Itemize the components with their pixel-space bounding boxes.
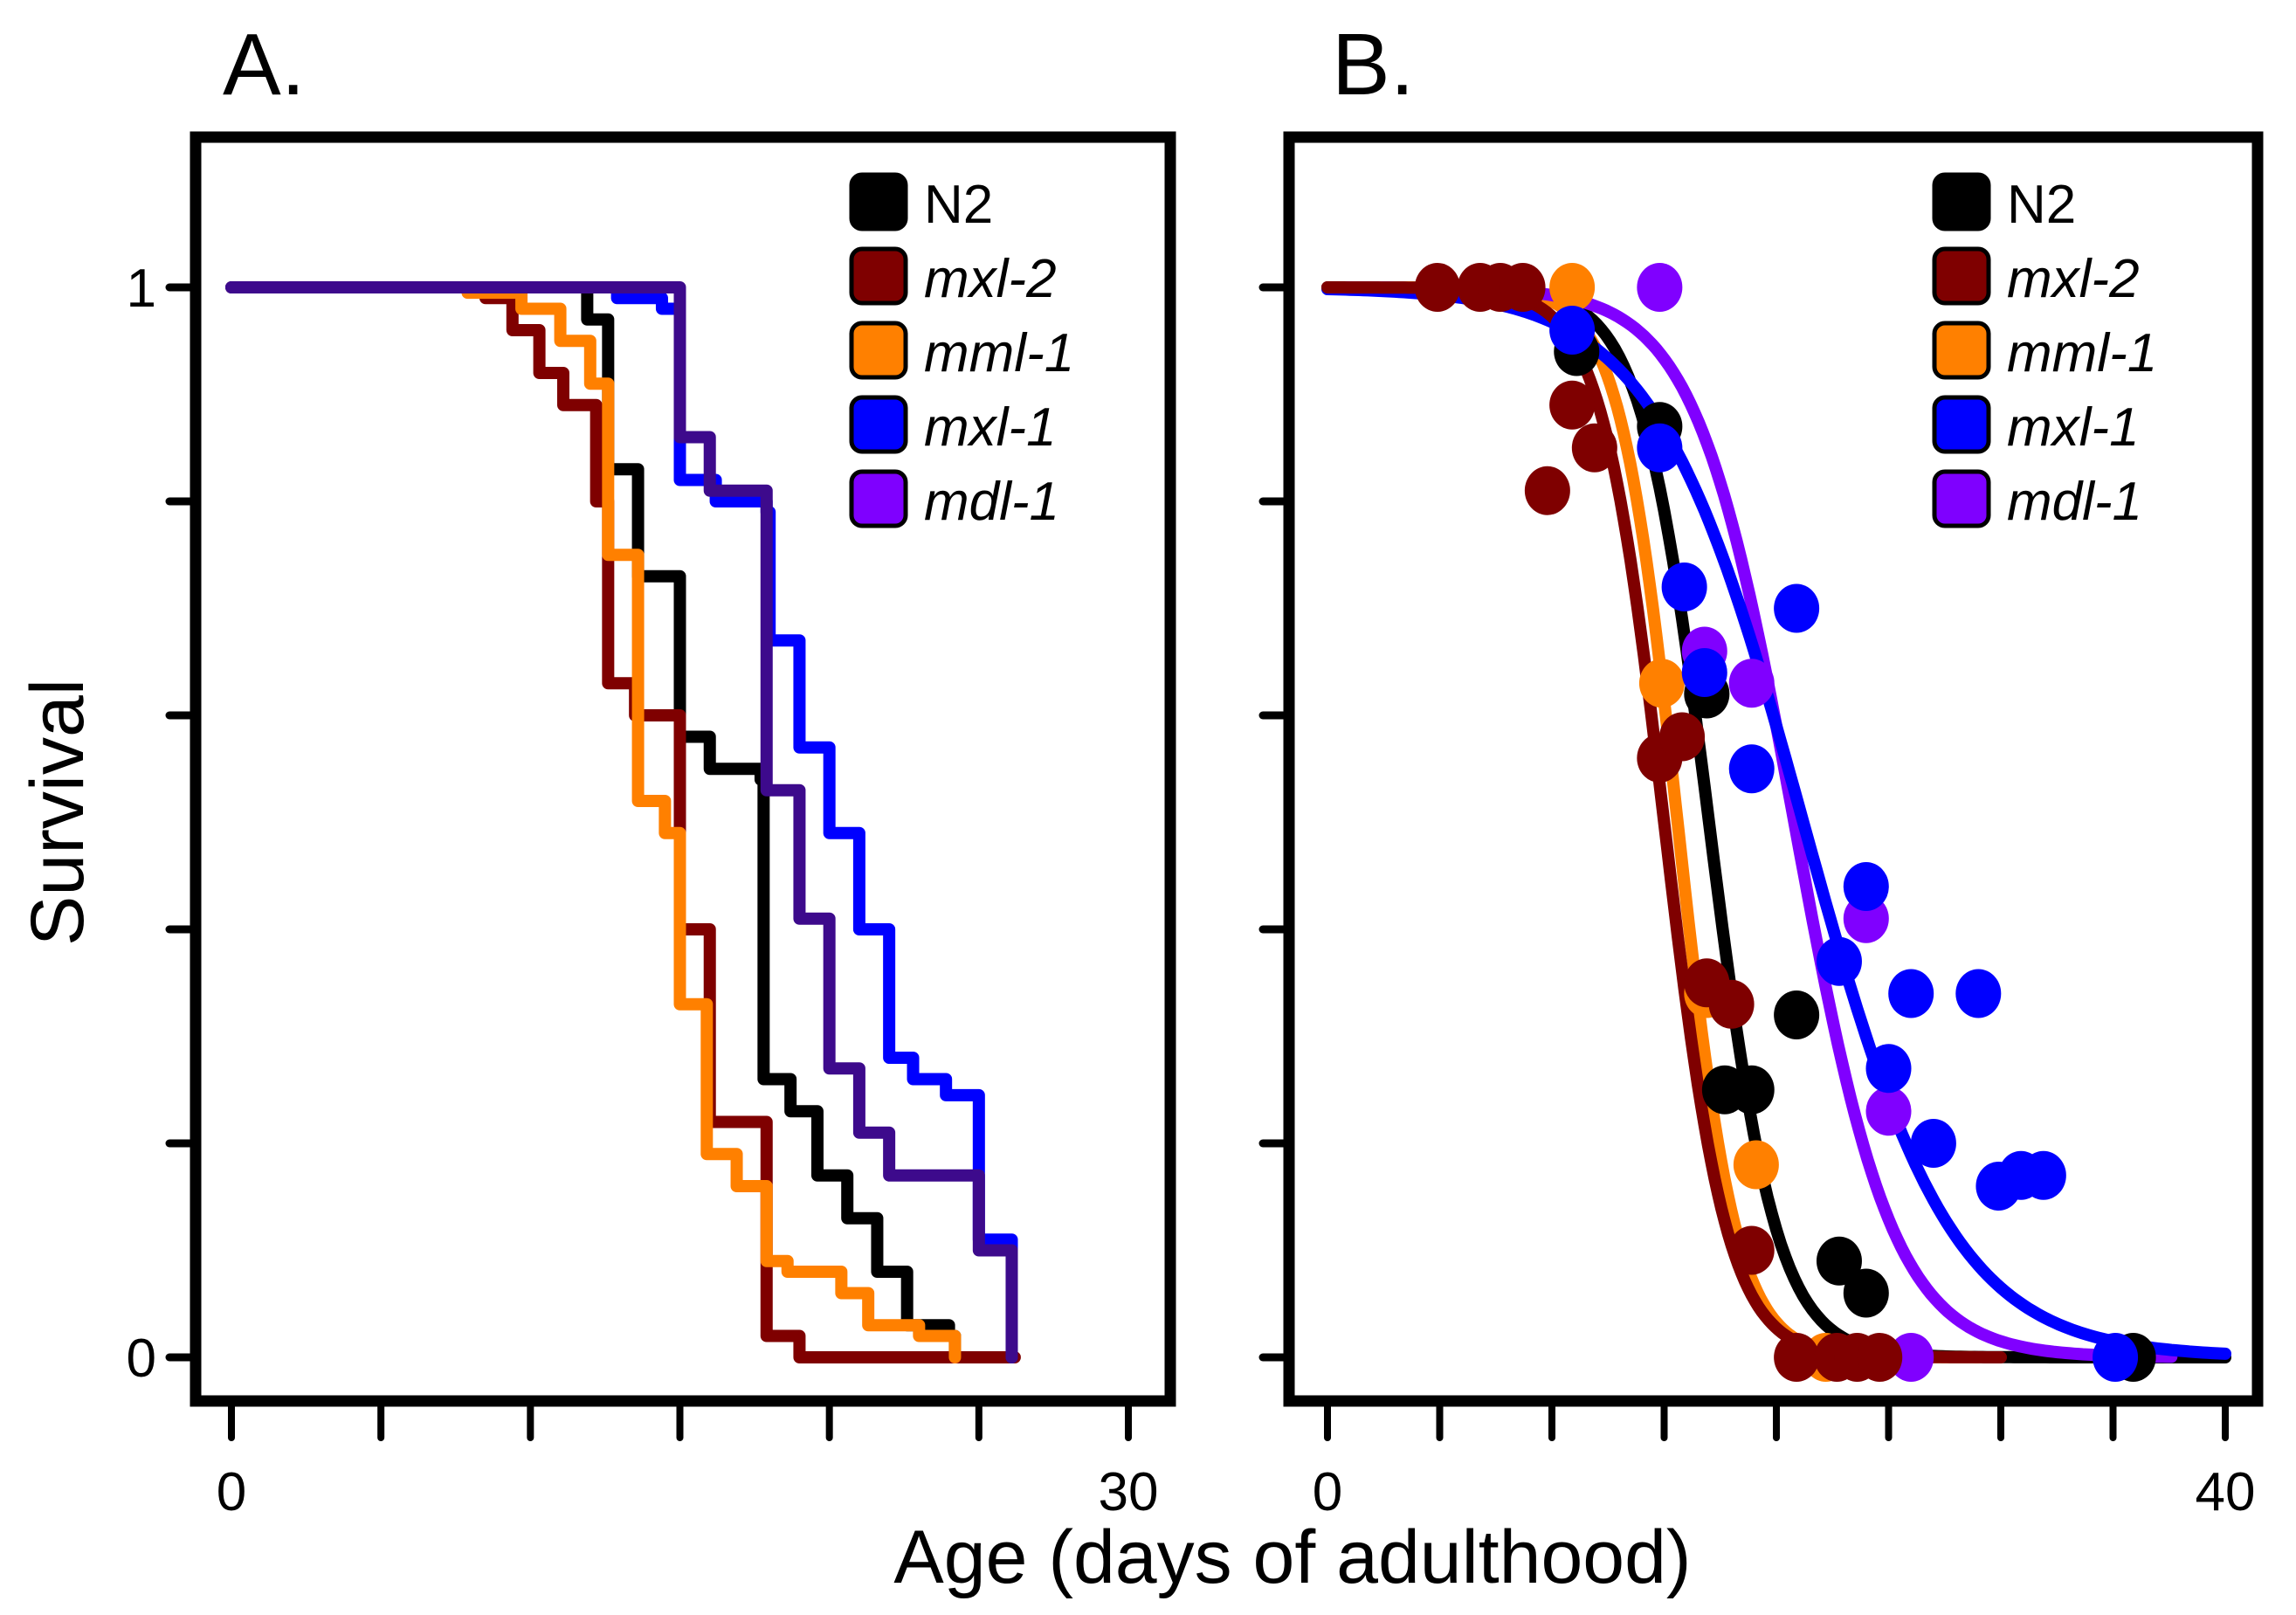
y-axis-title: Survival — [16, 679, 100, 946]
legend-swatch-mxl-2 — [849, 246, 908, 306]
data-point-N2 — [1843, 1268, 1889, 1318]
data-point-mxl-2 — [1500, 263, 1546, 312]
data-point-mxl-2 — [1728, 1225, 1775, 1275]
data-point-mxl-2 — [1774, 1333, 1820, 1382]
panel-b-label: B. — [1332, 16, 1414, 114]
legend-label-mml-1: mml-1 — [2007, 323, 2157, 383]
data-point-mxl-1 — [1637, 423, 1683, 473]
data-point-mxl-1 — [1843, 862, 1889, 911]
data-point-mxl-2 — [1414, 263, 1460, 312]
data-point-mxl-2 — [1549, 380, 1596, 430]
x-axis-title: Age (days of adulthood) — [893, 1515, 1691, 1599]
legend-label-mxl-2: mxl-2 — [924, 249, 1057, 309]
data-point-mxl-1 — [2093, 1333, 2139, 1382]
panel-a-label: A. — [223, 16, 305, 114]
plot-area — [225, 281, 1021, 1363]
plot-frame — [190, 131, 1176, 1407]
step-curve-N2 — [225, 281, 962, 1363]
data-point-mxl-2 — [1571, 423, 1617, 473]
x-tick-label: 30 — [1099, 1462, 1159, 1522]
panel-a: 0 1 0 30 N2 mxl-2 mml-1 mxl-1 mdl-1 — [127, 131, 1176, 1522]
data-point-mxl-1 — [2020, 1150, 2066, 1200]
legend-swatch-mml-1 — [849, 321, 908, 380]
step-curve-mml-1 — [225, 281, 962, 1363]
data-point-mxl-1 — [1910, 1119, 1956, 1168]
data-point-mml-1 — [1638, 659, 1685, 708]
data-point-mdl-1 — [1728, 659, 1775, 708]
legend-swatch-mxl-1 — [1932, 395, 1991, 454]
data-point-mml-1 — [1549, 263, 1596, 312]
data-point-mxl-1 — [1774, 583, 1820, 633]
data-point-mxl-2 — [1857, 1333, 1903, 1382]
legend-swatch-N2 — [849, 172, 908, 231]
data-point-mxl-1 — [1888, 969, 1934, 1018]
data-point-mxl-1 — [1955, 969, 2002, 1018]
legend-label-mxl-2: mxl-2 — [2007, 249, 2140, 309]
legend-swatch-mdl-1 — [849, 469, 908, 528]
data-point-mxl-1 — [1728, 744, 1775, 794]
legend: N2 mxl-2 mml-1 mxl-1 mdl-1 — [849, 172, 1074, 532]
legend-label-mml-1: mml-1 — [924, 323, 1074, 383]
legend-swatch-mml-1 — [1932, 321, 1991, 380]
y-tick-label: 0 — [127, 1329, 156, 1389]
data-point-mdl-1 — [1888, 1333, 1934, 1382]
step-curve-mdl-1 — [225, 281, 1018, 1363]
legend-label-mxl-1: mxl-1 — [2007, 397, 2140, 458]
panel-b: 0 40 N2 mxl-2 mml-1 mxl-1 mdl-1 — [1258, 131, 2264, 1522]
data-point-mxl-2 — [1708, 979, 1755, 1029]
data-point-mml-1 — [1733, 1140, 1779, 1190]
data-point-mdl-1 — [1637, 263, 1683, 312]
x-tick-label: 0 — [217, 1462, 246, 1522]
data-point-mxl-2 — [1524, 466, 1570, 515]
data-point-mxl-1 — [1681, 648, 1727, 697]
legend-label-N2: N2 — [2007, 175, 2076, 235]
legend-label-mdl-1: mdl-1 — [2007, 472, 2142, 532]
x-tick-label: 40 — [2196, 1462, 2256, 1522]
data-point-mxl-1 — [1816, 936, 1862, 986]
data-point-mxl-1 — [1865, 1044, 1912, 1094]
x-tick-label: 0 — [1313, 1462, 1342, 1522]
y-tick-label: 1 — [127, 259, 156, 319]
data-point-mxl-1 — [1549, 306, 1596, 355]
data-point-mdl-1 — [1865, 1087, 1912, 1136]
plot-frame — [1283, 131, 2264, 1407]
data-point-N2 — [1816, 1236, 1862, 1286]
data-point-N2 — [1728, 1065, 1775, 1115]
legend-swatch-mdl-1 — [1932, 469, 1991, 528]
data-point-N2 — [1774, 990, 1820, 1039]
legend-swatch-N2 — [1932, 172, 1991, 231]
plot-area — [1321, 263, 2231, 1382]
step-curve-mxl-2 — [225, 281, 1021, 1363]
legend: N2 mxl-2 mml-1 mxl-1 mdl-1 — [1932, 172, 2157, 532]
legend-swatch-mxl-1 — [849, 395, 908, 454]
data-point-mxl-2 — [1659, 712, 1706, 762]
legend-label-mdl-1: mdl-1 — [924, 472, 1059, 532]
legend-label-mxl-1: mxl-1 — [924, 397, 1057, 458]
legend-swatch-mxl-2 — [1932, 246, 1991, 306]
data-point-mxl-1 — [1661, 562, 1707, 611]
legend-label-N2: N2 — [924, 175, 993, 235]
